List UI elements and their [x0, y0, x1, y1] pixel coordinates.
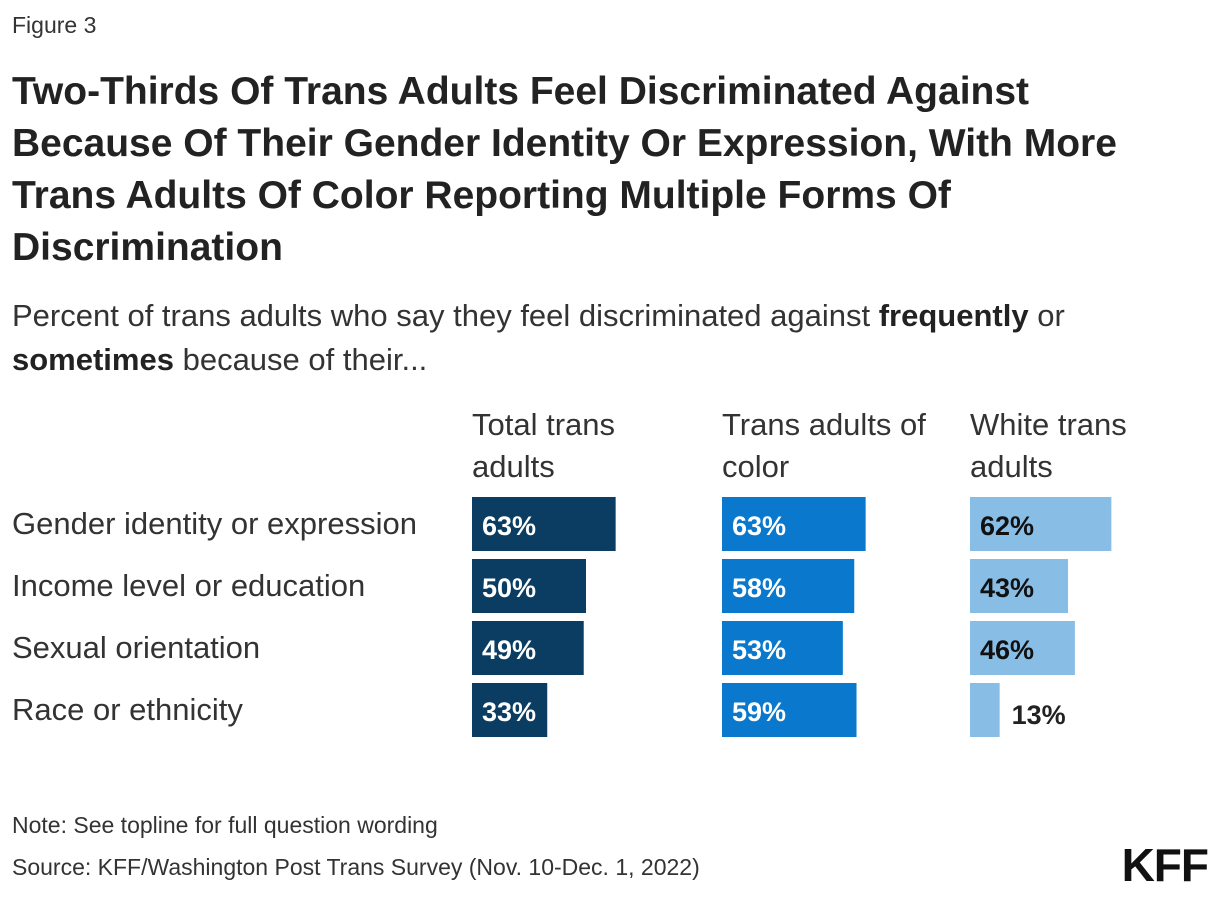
- category-label-3: Race or ethnicity: [12, 692, 243, 727]
- series-header-1-line-1: color: [722, 449, 789, 484]
- subtitle-text-1: Percent of trans adults who say they fee…: [12, 298, 879, 333]
- figure-label: Figure 3: [12, 12, 97, 38]
- series-header-2-line-1: adults: [970, 449, 1053, 484]
- data-label-0-2: 49%: [482, 635, 536, 665]
- subtitle-bold-frequently: frequently: [878, 298, 1029, 333]
- data-label-0-1: 50%: [482, 573, 536, 603]
- series-header-0-line-0: Total trans: [472, 407, 615, 442]
- chart-subtitle: Percent of trans adults who say they fee…: [12, 294, 1202, 382]
- bar-2-2: [970, 621, 1075, 675]
- bar-1-2: [722, 621, 843, 675]
- series-header-0-line-1: adults: [472, 449, 555, 484]
- bar-chart: Total trans adults Trans adults of color Whi…: [12, 407, 1127, 737]
- subtitle-text-3: because of their...: [173, 342, 428, 377]
- bar-0-0: [472, 497, 616, 551]
- chart-note: Note: See topline for full question word…: [12, 812, 438, 838]
- series-header-1-line-0: Trans adults of: [722, 407, 926, 442]
- data-label-0-0: 63%: [482, 511, 536, 541]
- subtitle-text-2: or: [1028, 298, 1065, 333]
- bar-0-2: [472, 621, 584, 675]
- bar-1-1: [722, 559, 855, 613]
- subtitle-bold-sometimes: sometimes: [12, 342, 174, 377]
- data-label-1-1: 58%: [732, 573, 786, 603]
- data-label-1-0: 63%: [732, 511, 786, 541]
- bar-2-3: [970, 683, 1000, 737]
- category-label-2: Sexual orientation: [12, 630, 260, 665]
- category-label-1: Income level or education: [12, 568, 365, 603]
- data-label-1-3: 59%: [732, 697, 786, 727]
- bar-0-1: [472, 559, 586, 613]
- category-label-0: Gender identity or expression: [12, 506, 417, 541]
- bar-2-0: [970, 497, 1112, 551]
- data-label-0-3: 33%: [482, 697, 536, 727]
- chart-title: Two-Thirds Of Trans Adults Feel Discrimi…: [12, 70, 1117, 269]
- kff-logo: KFF: [1121, 839, 1209, 891]
- bar-1-3: [722, 683, 857, 737]
- bar-0-3: [472, 683, 548, 737]
- series-header-2-line-0: White trans: [970, 407, 1127, 442]
- data-label-2-1: 43%: [980, 573, 1034, 603]
- data-label-2-2: 46%: [980, 635, 1034, 665]
- chart-source: Source: KFF/Washington Post Trans Survey…: [12, 854, 700, 880]
- data-label-2-3: 13%: [1012, 700, 1066, 730]
- data-label-2-0: 62%: [980, 511, 1034, 541]
- bar-1-0: [722, 497, 866, 551]
- data-label-1-2: 53%: [732, 635, 786, 665]
- bar-2-1: [970, 559, 1069, 613]
